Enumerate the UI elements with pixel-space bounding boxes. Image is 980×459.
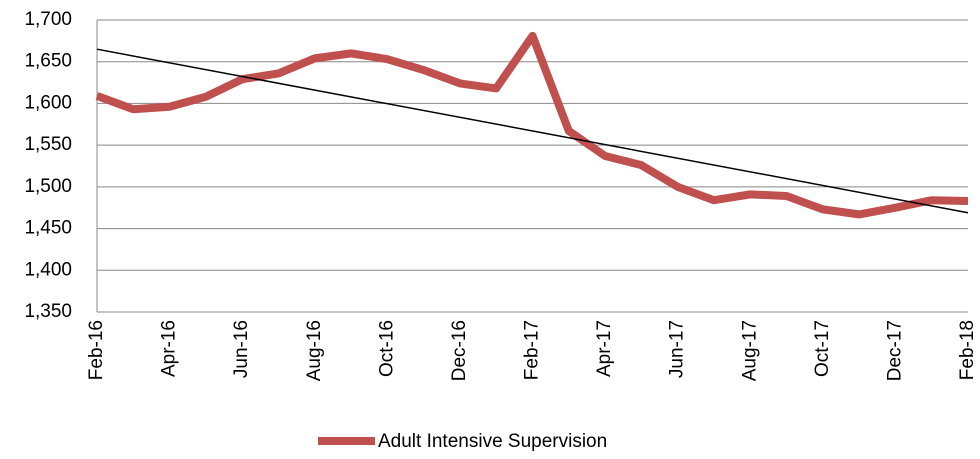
y-tick-label: 1,550 [24, 134, 72, 155]
x-tick-label: Dec-16 [449, 320, 470, 381]
y-tick-label: 1,500 [24, 176, 72, 197]
x-tick-label: Oct-17 [812, 320, 833, 377]
y-tick-label: 1,350 [24, 301, 72, 322]
y-tick-label: 1,600 [24, 92, 72, 113]
legend-label: Adult Intensive Supervision [378, 431, 607, 452]
y-tick-label: 1,700 [24, 9, 72, 30]
x-tick-label: Apr-17 [594, 320, 615, 377]
y-tick-label: 1,400 [24, 259, 72, 280]
x-tick-label: Feb-18 [957, 320, 978, 380]
x-tick-label: Dec-17 [884, 320, 905, 381]
y-tick-label: 1,450 [24, 218, 72, 239]
x-tick-label: Feb-17 [522, 320, 543, 380]
x-tick-label: Apr-16 [159, 320, 180, 377]
x-tick-label: Feb-16 [86, 320, 107, 380]
x-tick-label: Jun-16 [231, 320, 252, 378]
x-tick-label: Jun-17 [667, 320, 688, 378]
data-line [95, 31, 969, 219]
x-tick-label: Oct-16 [376, 320, 397, 377]
x-tick-label: Aug-17 [739, 320, 760, 381]
x-tick-label: Aug-16 [304, 320, 325, 381]
trendline [96, 48, 969, 214]
y-tick-label: 1,650 [24, 51, 72, 72]
